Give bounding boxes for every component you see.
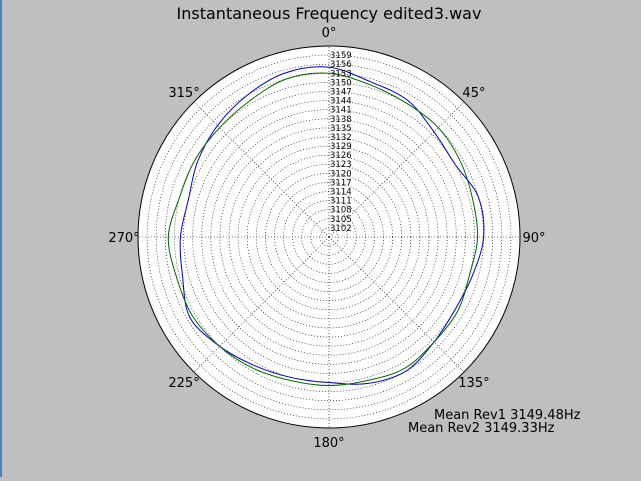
- series-2-line: [167, 72, 479, 387]
- r-tick-label: 3150: [330, 78, 352, 88]
- window-left-edge: [0, 0, 2, 477]
- r-tick-label: 3105: [330, 215, 352, 225]
- r-tick-label: 3114: [330, 188, 352, 198]
- r-tick-label: 3153: [330, 69, 352, 79]
- series-1-line: [179, 66, 485, 385]
- angle-label-90: 90°: [522, 231, 545, 246]
- radial-gridline-3126: [246, 154, 412, 320]
- r-tick-label: 3141: [330, 106, 352, 116]
- angle-label-225: 225°: [168, 376, 199, 391]
- r-tick-label: 3102: [330, 224, 352, 234]
- r-tick-label: 3147: [330, 87, 352, 97]
- mean-rev2-annotation: Mean Rev2 3149.33Hz: [408, 421, 555, 436]
- r-tick-label: 3117: [330, 178, 352, 188]
- radial-gridline-3117: [274, 182, 384, 292]
- radial-gridline-3111: [292, 200, 366, 274]
- angle-label-315: 315°: [168, 86, 199, 101]
- radial-gridline-3138: [210, 118, 448, 356]
- r-tick-label: 3129: [330, 142, 352, 152]
- r-tick-label: 3138: [330, 115, 352, 125]
- polar-grid: [137, 45, 521, 429]
- radial-gridline-3105: [310, 218, 348, 256]
- angle-label-135: 135°: [458, 376, 489, 391]
- radial-gridline-3120: [265, 173, 393, 301]
- r-tick-label: 3123: [330, 160, 352, 170]
- r-tick-label: 3108: [330, 206, 352, 216]
- r-tick-label: 3126: [330, 151, 352, 161]
- r-tick-label: 3132: [330, 133, 352, 143]
- r-tick-label: 3120: [330, 169, 352, 179]
- radial-gridline-3108: [301, 209, 357, 265]
- mean-rev1-annotation: Mean Rev1 3149.48Hz: [434, 408, 581, 423]
- r-tick-label: 3111: [330, 197, 352, 207]
- angle-gridline-315: [193, 101, 330, 238]
- radial-gridline-3141: [201, 109, 457, 365]
- angle-gridline-225: [193, 236, 330, 373]
- r-tick-label: 3144: [330, 97, 352, 107]
- data-series-layer: [167, 66, 485, 387]
- radial-gridline-3102: [319, 227, 339, 247]
- radial-gridline-3123: [255, 163, 403, 311]
- r-tick-label: 3159: [330, 51, 352, 61]
- angle-label-45: 45°: [462, 86, 485, 101]
- label-layer: 3102310531083111311431173120312331263129…: [108, 26, 545, 451]
- r-tick-label: 3135: [330, 124, 352, 134]
- angle-gridline-45: [328, 101, 465, 238]
- chart-title: Instantaneous Frequency edited3.wav: [177, 4, 482, 23]
- angle-gridline-135: [328, 236, 465, 373]
- angle-label-0: 0°: [322, 26, 337, 41]
- angle-label-270: 270°: [108, 231, 139, 246]
- radial-gridline-3159: [146, 54, 512, 420]
- radial-gridline-3144: [192, 100, 466, 374]
- angle-label-180: 180°: [313, 436, 344, 451]
- plot-frame: [137, 45, 521, 429]
- radial-gridline-3114: [283, 191, 375, 283]
- radial-gridline-3132: [228, 136, 430, 338]
- r-tick-label: 3156: [330, 60, 352, 70]
- radial-gridline-3156: [155, 63, 503, 411]
- radial-gridline-3135: [219, 127, 439, 347]
- radial-gridline-3129: [237, 145, 421, 329]
